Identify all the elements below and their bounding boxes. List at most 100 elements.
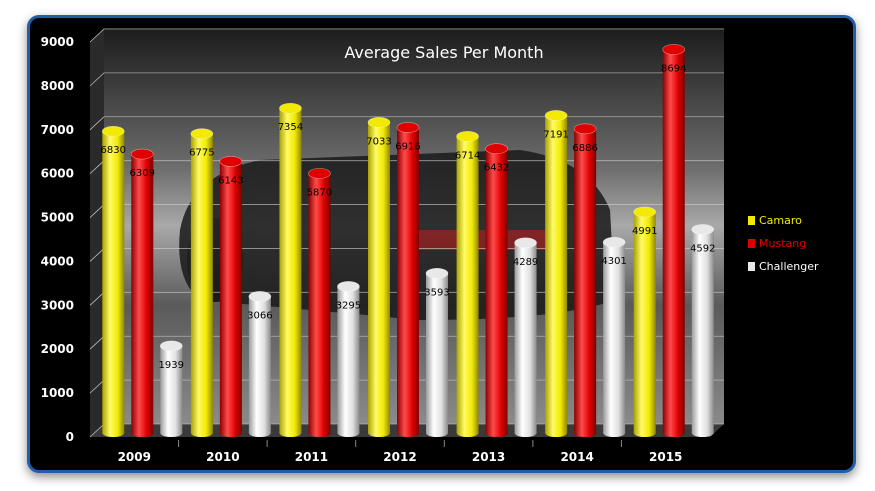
- bar-body: [279, 108, 302, 433]
- bar-top: [425, 268, 449, 279]
- gridline-depth: [89, 379, 105, 394]
- bar-body: [426, 273, 448, 433]
- bar-body: [190, 133, 213, 433]
- bar-base: [190, 429, 213, 437]
- data-label: 8694: [661, 63, 686, 74]
- bar-body: [545, 115, 568, 434]
- gridline-depth: [89, 160, 105, 174]
- data-label: 6432: [484, 163, 509, 174]
- legend-item-mustang: Mustang: [748, 237, 806, 250]
- chart-title: Average Sales Per Month: [344, 43, 543, 62]
- gridline-depth: [89, 248, 105, 262]
- x-tick-label: 2010: [206, 450, 239, 464]
- data-label: 3593: [424, 287, 449, 298]
- bar-top: [308, 168, 331, 179]
- bar-body: [662, 49, 685, 434]
- legend-swatch: [748, 216, 755, 225]
- bar-camaro-2012: 7033: [366, 117, 392, 437]
- x-tick-label: 2014: [560, 450, 593, 464]
- bar-base: [397, 429, 419, 437]
- legend: Camaro Mustang Challenger: [748, 214, 819, 273]
- gridline-depth: [89, 292, 105, 306]
- y-tick-label: 4000: [41, 254, 74, 268]
- data-label: 7033: [366, 136, 391, 147]
- legend-item-challenger: Challenger: [748, 260, 819, 273]
- x-tick-label: 2009: [118, 450, 151, 464]
- data-label: 7354: [278, 122, 303, 133]
- gridline-depth: [89, 28, 105, 43]
- legend-swatch: [748, 262, 755, 271]
- data-label: 4289: [513, 257, 538, 268]
- bar-challenger-2015: 4592: [690, 224, 715, 437]
- bar-challenger-2014: 4301: [601, 236, 627, 437]
- legend-label: Camaro: [759, 214, 802, 227]
- bar-body: [248, 296, 271, 433]
- bar-body: [397, 127, 419, 433]
- bar-body: [574, 128, 597, 433]
- legend-item-camaro: Camaro: [748, 214, 802, 227]
- bar-top: [130, 148, 154, 160]
- bar-top: [248, 291, 272, 302]
- bar-body: [308, 173, 331, 433]
- bar-top: [219, 156, 243, 167]
- gridline-depth: [89, 204, 105, 218]
- y-tick-label: 2000: [41, 342, 74, 356]
- bar-top: [190, 128, 214, 139]
- bar-base: [248, 429, 271, 437]
- bar-body: [368, 122, 390, 434]
- data-label: 7191: [543, 129, 568, 140]
- x-tick-label: 2015: [649, 450, 682, 464]
- bar-base: [514, 429, 537, 437]
- bar-base: [279, 429, 302, 437]
- bar-body: [160, 345, 183, 433]
- bar-top: [573, 123, 597, 135]
- bar-body: [603, 242, 626, 433]
- bar-base: [426, 429, 448, 437]
- bar-top: [633, 206, 657, 218]
- bar-mustang-2011: 5870: [307, 168, 332, 437]
- bar-body: [219, 161, 242, 433]
- bar-mustang-2009: 6309: [130, 148, 155, 437]
- y-tick-label: 6000: [41, 167, 74, 181]
- bar-base: [219, 429, 242, 437]
- data-label: 6916: [395, 141, 420, 152]
- data-label: 1939: [159, 360, 184, 371]
- bar-base: [308, 429, 331, 437]
- x-tick-label: 2012: [383, 450, 416, 464]
- y-tick-label: 3000: [41, 298, 74, 312]
- bar-challenger-2012: 3593: [424, 268, 450, 437]
- bar-base: [662, 429, 685, 437]
- data-label: 3066: [247, 310, 272, 321]
- bar-mustang-2014: 6886: [572, 123, 598, 437]
- bar-camaro-2014: 7191: [543, 110, 569, 437]
- bar-mustang-2012: 6916: [395, 122, 421, 437]
- data-label: 4592: [690, 243, 715, 254]
- data-label: 6775: [189, 148, 214, 159]
- legend-label: Mustang: [759, 237, 806, 250]
- data-label: 3295: [336, 300, 361, 311]
- bar-top: [337, 281, 360, 292]
- bar-base: [633, 429, 656, 437]
- gridline-depth: [89, 335, 105, 350]
- data-label: 6830: [101, 145, 126, 156]
- legend-label: Challenger: [759, 260, 819, 273]
- bar-top: [279, 102, 302, 114]
- bar-mustang-2015: 8694: [661, 44, 686, 437]
- y-tick-label: 7000: [41, 123, 74, 137]
- bar-top: [485, 143, 508, 155]
- bar-camaro-2013: 6714: [455, 131, 480, 437]
- data-label: 6714: [455, 150, 480, 161]
- bar-top: [662, 44, 686, 55]
- y-tick-label: 1000: [41, 386, 74, 400]
- y-tick-label: 0: [66, 430, 74, 444]
- bar-challenger-2009: 1939: [159, 340, 184, 437]
- data-label: 6886: [572, 143, 597, 154]
- bar-challenger-2010: 3066: [247, 291, 273, 437]
- bar-top: [456, 131, 479, 142]
- bar-top: [544, 110, 568, 121]
- bar-body: [485, 148, 508, 433]
- bar-top: [514, 237, 537, 249]
- bar-top: [691, 224, 715, 235]
- bar-top: [101, 125, 125, 137]
